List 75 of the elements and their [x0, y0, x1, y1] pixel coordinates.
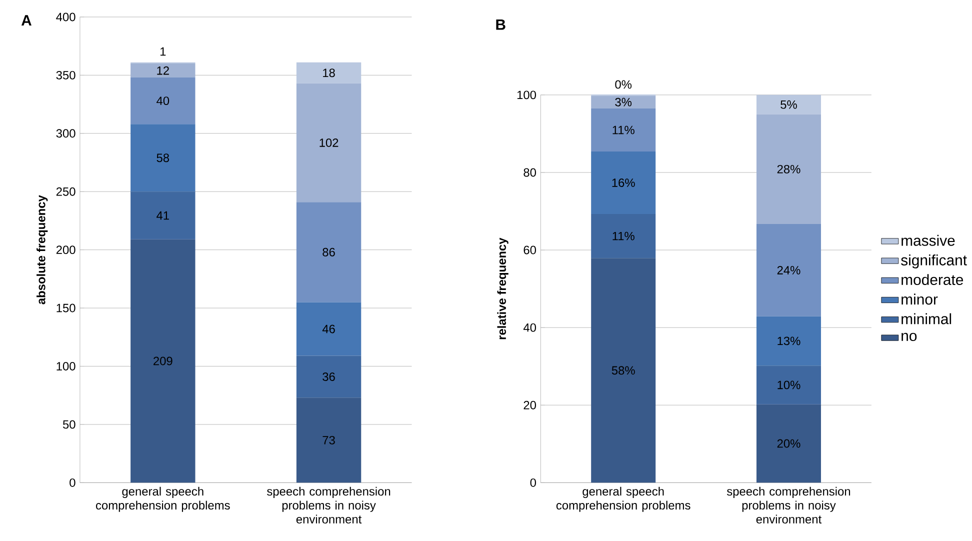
bar	[296, 202, 362, 302]
y-tick-label: 350	[56, 71, 76, 80]
data-label: 11%	[612, 232, 634, 240]
y-tick-label: 100	[517, 90, 536, 100]
y-axis-title: relative frequency	[497, 238, 508, 340]
y-tick-label: 100	[56, 362, 76, 371]
y-tick-label: 50	[62, 420, 76, 429]
bar	[130, 78, 196, 124]
bar	[130, 240, 196, 483]
y-tick-label: 0	[530, 478, 536, 488]
chart-title: B	[496, 20, 506, 30]
y-axis-title: absolute frequency	[36, 195, 48, 304]
data-label: 18	[323, 68, 335, 78]
y-tick-label: 0	[70, 478, 76, 488]
data-label: 11%	[612, 126, 634, 134]
y-tick-label: 250	[56, 188, 76, 196]
x-tick-label: general speech comprehension problems	[96, 487, 230, 512]
bar	[130, 64, 196, 78]
y-tick-label: 150	[56, 304, 76, 312]
y-tick-label: 20	[524, 401, 536, 410]
bar	[591, 96, 656, 109]
data-label: 58%	[612, 366, 635, 375]
bar	[591, 108, 656, 152]
bar	[756, 114, 821, 224]
data-label: 10%	[778, 380, 800, 390]
data-label: 209	[154, 356, 172, 366]
data-label: 102	[320, 138, 338, 148]
data-label: 28%	[777, 165, 800, 174]
data-label: 13%	[778, 336, 800, 346]
y-tick-label: 400	[56, 12, 76, 22]
data-label: 40	[156, 96, 170, 106]
data-label: 41	[156, 212, 169, 220]
bar	[756, 95, 821, 114]
y-tick-label: 40	[523, 324, 536, 332]
legend-label: massive	[902, 235, 955, 246]
bar	[296, 84, 362, 202]
bar	[296, 356, 362, 398]
x-tick-label: general speech comprehension problems	[556, 487, 690, 512]
data-label: 46	[322, 324, 335, 334]
chart-title: A	[21, 15, 32, 26]
data-label: 86	[322, 248, 335, 257]
legend-label: significant	[901, 254, 967, 269]
data-label: 0%	[615, 80, 632, 89]
data-label: 20%	[777, 439, 800, 448]
data-label: 3%	[615, 98, 632, 107]
legend-label: minor	[902, 294, 938, 305]
data-label: 36	[322, 372, 335, 382]
bar	[591, 152, 656, 214]
bar	[756, 224, 821, 317]
bar	[296, 302, 362, 356]
legend-label: moderate	[902, 274, 964, 286]
bar	[756, 366, 821, 405]
bar	[591, 258, 656, 483]
bar	[296, 62, 362, 84]
data-label: 12	[157, 66, 169, 75]
y-tick-label: 200	[56, 246, 76, 254]
data-label: 1	[160, 48, 166, 56]
data-label: 16%	[612, 178, 635, 188]
legend-label: no	[902, 333, 917, 342]
legend-label: minimal	[902, 313, 952, 324]
data-label: 24%	[777, 266, 800, 275]
data-label: 5%	[780, 100, 797, 109]
data-label: 58	[156, 154, 170, 162]
bar	[130, 192, 196, 240]
x-tick-label: speech comprehension problems in noisy environment	[726, 487, 850, 524]
bar	[130, 124, 196, 192]
x-tick-label: speech comprehension problems in noisy environment	[267, 487, 390, 524]
y-tick-label: 80	[524, 168, 536, 177]
bar	[296, 398, 362, 483]
data-label: 73	[322, 436, 335, 445]
y-tick-label: 300	[56, 129, 76, 138]
bar	[591, 214, 656, 258]
bar	[756, 404, 821, 483]
bar	[756, 316, 821, 366]
y-tick-label: 60	[524, 246, 536, 254]
